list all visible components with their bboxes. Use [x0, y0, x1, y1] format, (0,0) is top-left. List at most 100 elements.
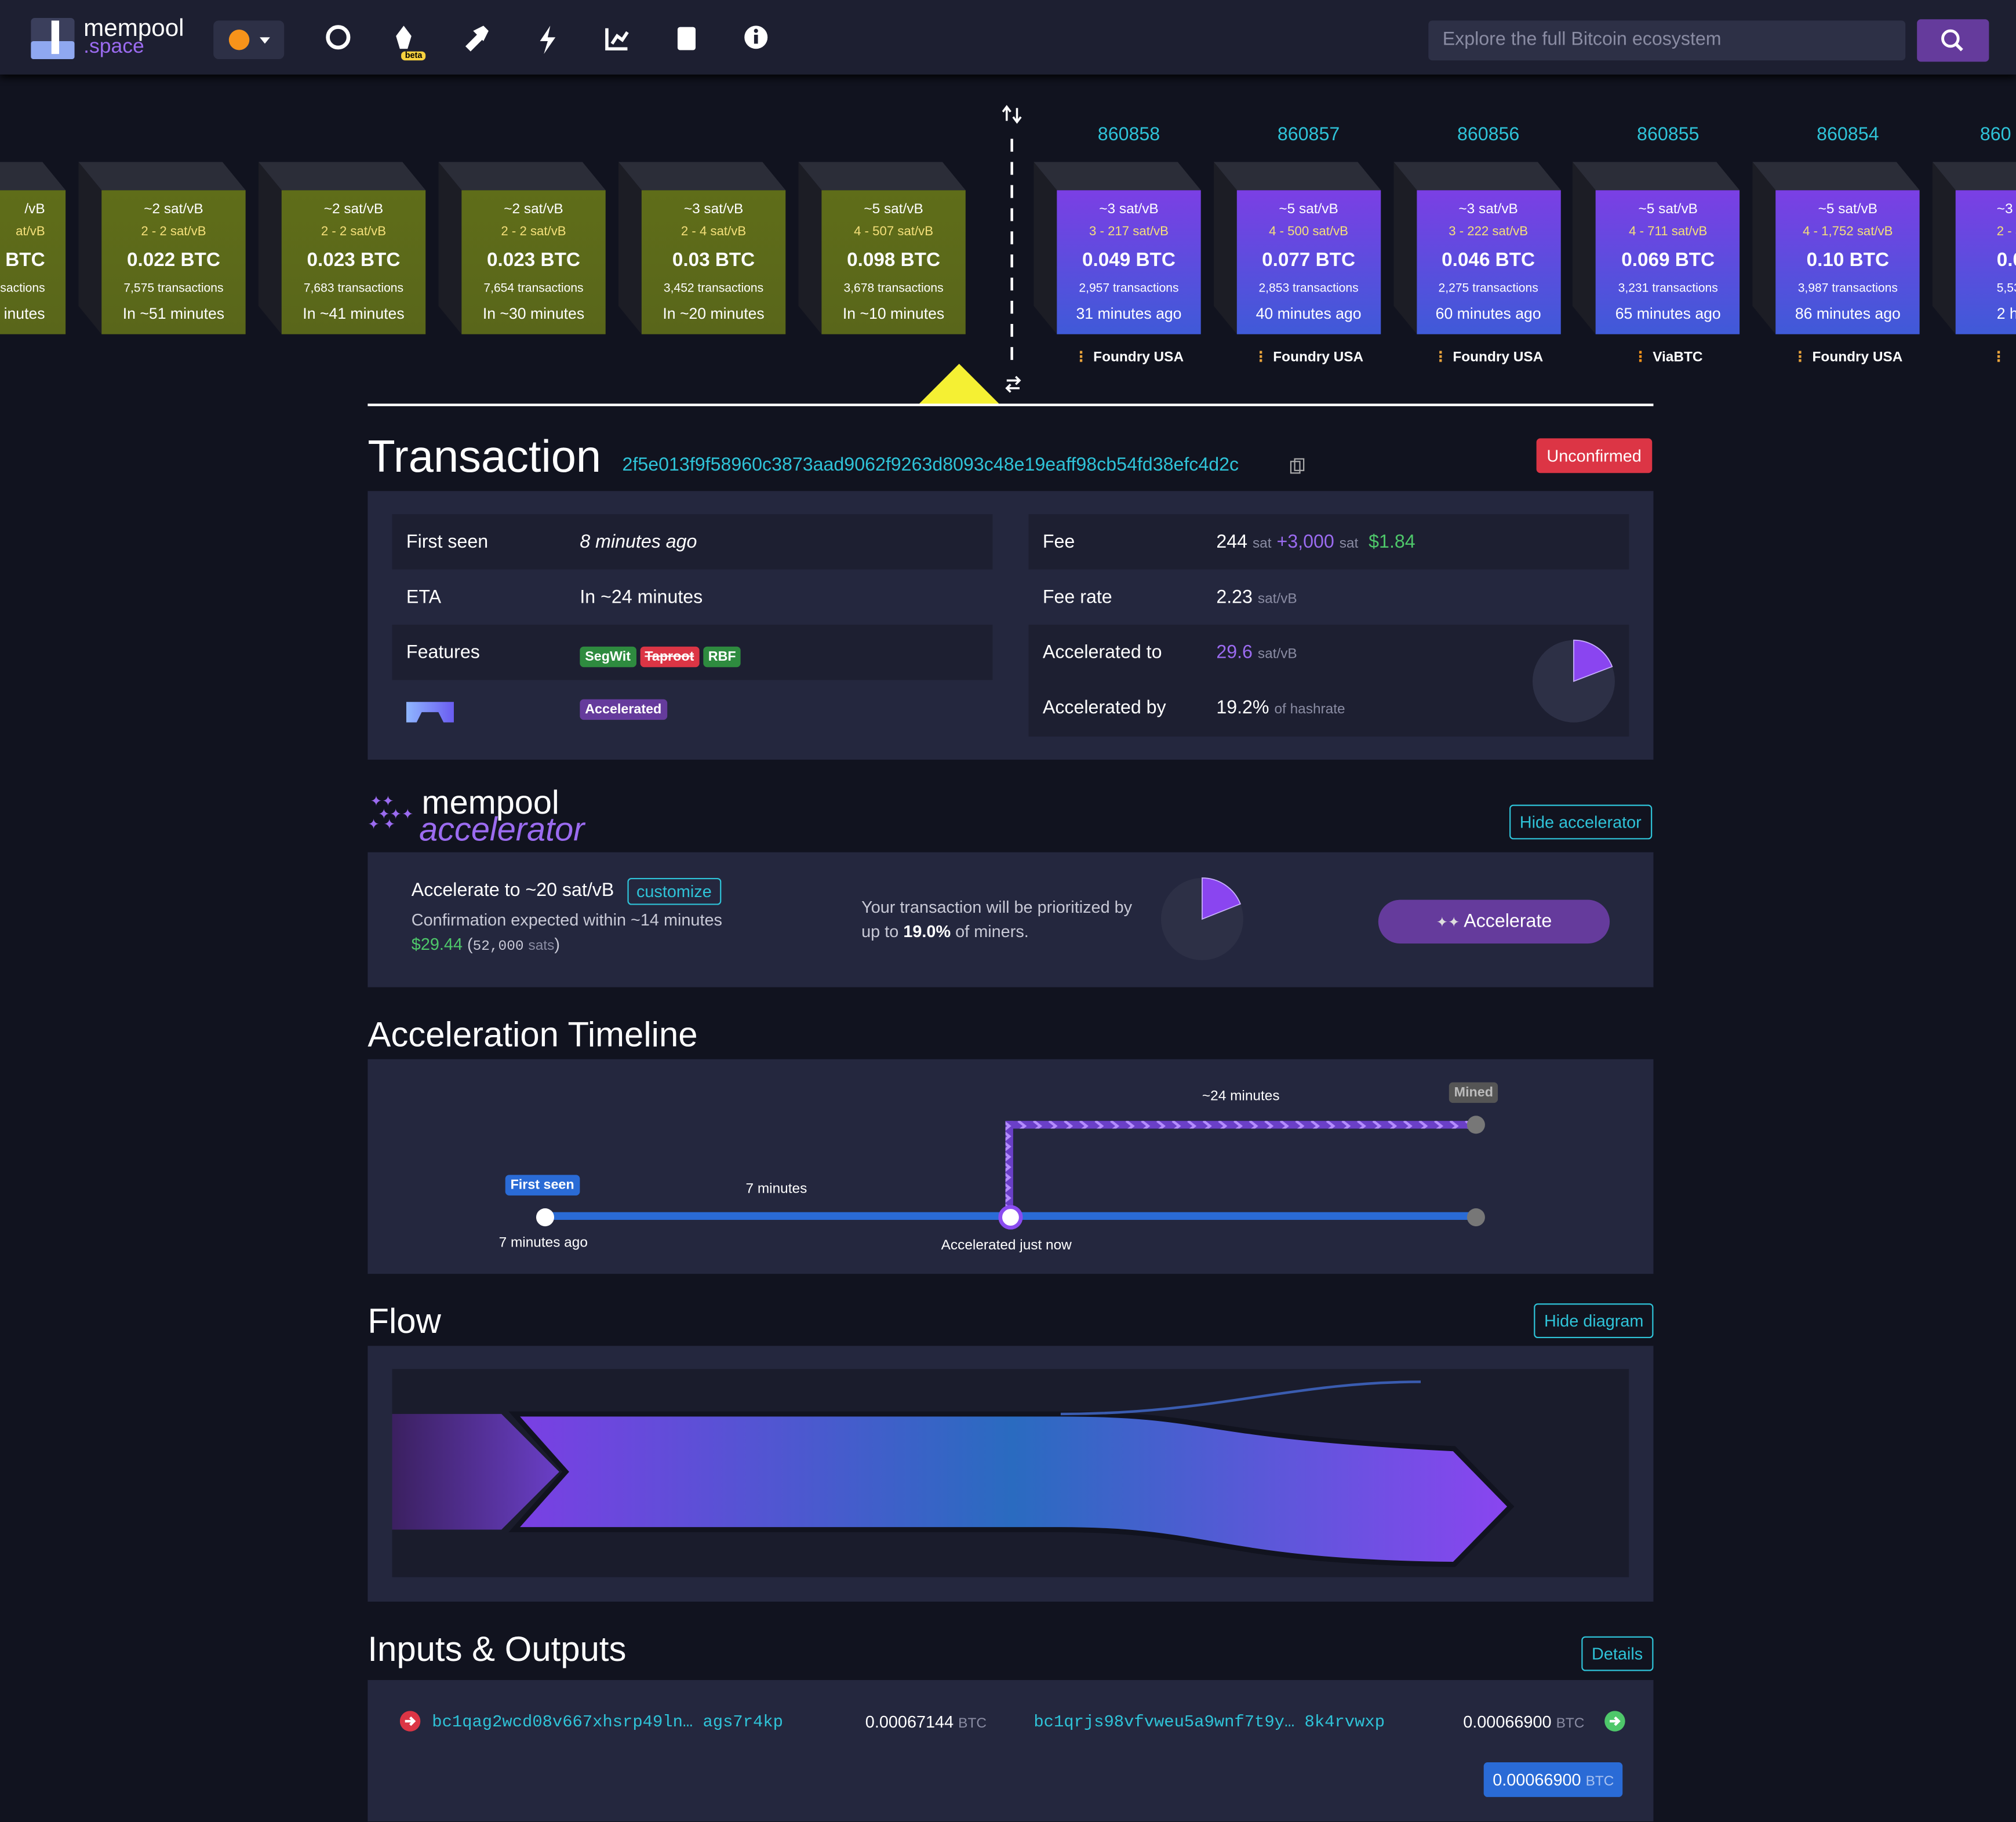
total-badge: 0.00066900 BTC: [1483, 1762, 1623, 1797]
block-top: [1932, 162, 2016, 191]
fee-extra: +3,000: [1276, 532, 1334, 553]
block-range: 4 - 1,752 sat/vB: [1803, 225, 1893, 239]
block-top: [1752, 162, 1920, 191]
copy-icon[interactable]: [1290, 458, 1305, 475]
prioritized-text: Your transaction will be prioritized by: [861, 897, 1133, 917]
block-shape: [798, 162, 966, 334]
mined-block: ~5 sat/vB 4 - 711 sat/vB 0.069 BTC 3,231 tr…: [1573, 162, 1740, 334]
unit: sat: [1252, 535, 1272, 552]
customize-button[interactable]: customize: [627, 877, 721, 905]
network-select[interactable]: [213, 20, 285, 60]
details-button[interactable]: Details: [1581, 1636, 1653, 1671]
row: Fee 244 sat +3,000 sat $1.84: [1028, 514, 1629, 570]
search-button[interactable]: [1917, 19, 1989, 62]
unit: sats: [528, 938, 555, 954]
block-pool: ⋮ ViaBTC: [1596, 348, 1740, 365]
input-address[interactable]: bc1qag2wcd08v667xhsrp49ln… ags7r4kp: [432, 1712, 783, 1732]
svg-text:✦✦✦: ✦✦✦: [378, 807, 413, 822]
block-age: 86 minutes ago: [1795, 304, 1901, 323]
block-side: [1393, 162, 1417, 334]
nav-icons[interactable]: [322, 23, 785, 57]
output-amount: 0.00066900 BTC: [1463, 1712, 1584, 1732]
navbar: mempool .space beta Explore the full Bit…: [0, 0, 2016, 75]
io-card: bc1qag2wcd08v667xhsrp49ln… ags7r4kp 0.00…: [367, 1680, 1654, 1822]
mempool-block: ~5 sat/vB 4 - 507 sat/vB 0.098 BTC 3,678 tr…: [798, 162, 966, 334]
feature-badge: SegWit: [580, 646, 636, 668]
section-title: Inputs & Outputs: [367, 1630, 627, 1669]
unit: sat: [1339, 535, 1359, 552]
block-fee: ~3: [1996, 202, 2013, 217]
value: 8 minutes ago: [580, 532, 697, 553]
first-seen-badge: First seen: [505, 1175, 580, 1196]
block-range: 2 - 4 sat/vB: [681, 225, 747, 239]
block-size: 0.077 BTC: [1262, 249, 1356, 272]
block-pool: ⋮ Foundry USA: [1236, 348, 1380, 365]
logo-icon: [31, 18, 75, 60]
tx-details-card: First seen 8 minutes ago ETA In ~24 minu…: [367, 491, 1654, 760]
block-age: 31 minutes ago: [1076, 304, 1182, 323]
accelerator-logo-sub: accelerator: [419, 810, 585, 848]
hide-diagram-button[interactable]: Hide diagram: [1534, 1303, 1654, 1339]
block-shape: [0, 162, 66, 191]
cost-usd: $29.44: [411, 934, 463, 954]
miners-pie: [1160, 877, 1243, 960]
row: Features SegWit Taproot RBF: [392, 624, 993, 680]
block-size: BTC: [5, 249, 45, 272]
block-side: [258, 162, 282, 334]
accelerator-card: Accelerate to ~20 sat/vB customize Confi…: [367, 852, 1654, 987]
section-title: Acceleration Timeline: [367, 1015, 698, 1054]
pool-icon: ⋮: [1633, 349, 1648, 365]
block-txs: 2,275 transactions: [1438, 281, 1538, 296]
block-side: [1573, 162, 1596, 334]
block-eta: In ~41 minutes: [303, 304, 405, 323]
value: 244 sat +3,000 sat $1.84: [1216, 532, 1415, 552]
block-range: 2 - 3: [1996, 225, 2016, 239]
accelerate-button[interactable]: ✦✦ Accelerate: [1378, 899, 1610, 944]
hide-accelerator-button[interactable]: Hide accelerator: [1509, 804, 1652, 840]
cost: $29.44 (52,000 sats): [411, 934, 560, 956]
accel-share: 19.2%: [1216, 698, 1269, 719]
pool-name: Foundry USA: [1812, 349, 1903, 365]
block-shape: [1393, 162, 1560, 334]
cost-sats: 52,000: [472, 939, 524, 956]
txid[interactable]: 2f5e013f9f58960c3873aad9062f9263d8093c48…: [622, 455, 1239, 476]
block-height: 860857: [1277, 125, 1340, 145]
output-address[interactable]: bc1qrjs98vfvweu5a9wnf7t9y… 8k4rvwxp: [1034, 1712, 1385, 1732]
block-txs: 5,534 t: [1996, 281, 2016, 296]
pool-icon: ⋮: [1793, 349, 1807, 365]
strip-decor: [367, 105, 1654, 406]
amount: 0.00066900: [1493, 1770, 1581, 1790]
block-fee: ~5 sat/vB: [1638, 202, 1698, 217]
pool-name: Foundry USA: [1453, 349, 1544, 365]
label: Accelerated by: [1042, 698, 1166, 719]
value: 2.23 sat/vB: [1216, 588, 1297, 608]
block-txs: 2,957 transactions: [1079, 281, 1179, 296]
block-range: 2 - 2 sat/vB: [141, 225, 206, 239]
unit: BTC: [1585, 1773, 1614, 1790]
value: 29.6 sat/vB: [1216, 643, 1297, 663]
block-front: ~3 sat/vB 2 - 4 sat/vB 0.03 BTC 3,452 trans…: [641, 190, 786, 334]
block-txs: 3,231 transactions: [1618, 281, 1718, 296]
block-front: ~2 sat/vB 2 - 2 sat/vB 0.023 BTC 7,683 tran…: [281, 190, 426, 334]
row: ETA In ~24 minutes: [392, 570, 993, 625]
label: Fee rate: [1042, 587, 1112, 608]
search-input[interactable]: Explore the full Bitcoin ecosystem: [1428, 20, 1906, 61]
block-front: ~5 sat/vB 4 - 507 sat/vB 0.098 BTC 3,678 tr…: [821, 190, 966, 334]
block-size: 0.049 BTC: [1082, 249, 1176, 272]
logo-sub: .space: [83, 36, 144, 58]
block-side: [438, 162, 462, 334]
amount: 0.00067144: [865, 1712, 954, 1732]
row: Accelerated: [392, 680, 993, 735]
block-eta: In ~51 minutes: [122, 304, 225, 323]
feature-badge: Taproot: [639, 646, 700, 668]
block-fee: ~5 sat/vB: [1279, 202, 1338, 217]
block-side: [618, 162, 642, 334]
svg-text:✦✦: ✦✦: [370, 794, 394, 810]
block-size: 0.03 BTC: [672, 249, 755, 272]
block-txs: 2,853 transactions: [1258, 281, 1359, 296]
block-size: 0.10 BTC: [1806, 249, 1890, 272]
block-fee: ~5 sat/vB: [1818, 202, 1878, 217]
row: Fee rate 2.23 sat/vB: [1028, 570, 1629, 625]
block-fee: ~3 sat/vB: [1458, 202, 1518, 217]
